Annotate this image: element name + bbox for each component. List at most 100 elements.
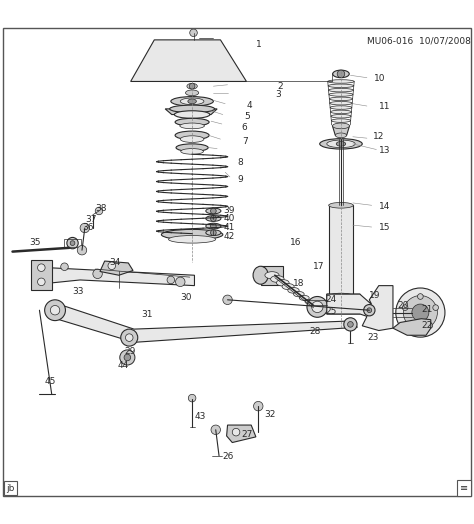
Ellipse shape [175,118,209,126]
Text: 2: 2 [277,82,283,91]
Text: 37: 37 [85,215,96,224]
Ellipse shape [170,105,215,113]
Text: 1: 1 [256,40,262,49]
Ellipse shape [271,276,284,282]
Text: 17: 17 [313,262,324,271]
Polygon shape [131,40,246,81]
Text: jb: jb [6,484,15,493]
Polygon shape [51,302,357,342]
Circle shape [37,264,45,271]
Text: 34: 34 [109,258,121,267]
Ellipse shape [299,296,309,300]
Text: 45: 45 [44,377,55,386]
Text: 4: 4 [246,101,252,110]
Text: 13: 13 [379,146,390,155]
Ellipse shape [282,283,294,290]
Ellipse shape [180,98,204,105]
Circle shape [408,323,414,329]
Polygon shape [100,261,133,275]
Text: 28: 28 [310,328,321,336]
Circle shape [412,304,429,321]
Text: 22: 22 [421,321,433,330]
Circle shape [167,276,174,283]
Polygon shape [327,294,367,314]
Circle shape [403,296,438,330]
Circle shape [346,299,355,309]
Ellipse shape [330,106,352,110]
Text: 39: 39 [224,205,235,214]
Circle shape [37,278,45,286]
Ellipse shape [288,288,299,293]
Text: 15: 15 [379,223,390,233]
Circle shape [121,329,138,346]
Ellipse shape [180,123,204,129]
Polygon shape [31,259,52,290]
Ellipse shape [335,133,346,138]
Ellipse shape [305,299,314,304]
Circle shape [210,223,216,229]
Circle shape [126,334,133,342]
Text: 24: 24 [325,296,336,304]
Circle shape [364,304,375,316]
Text: 8: 8 [237,158,243,167]
Circle shape [210,216,216,221]
Circle shape [418,293,423,299]
Text: 41: 41 [224,223,235,233]
Text: 10: 10 [374,74,385,83]
Circle shape [93,269,102,279]
Text: 42: 42 [224,233,235,242]
Ellipse shape [331,119,351,122]
Ellipse shape [168,235,216,243]
Ellipse shape [180,136,204,143]
Circle shape [188,395,196,402]
Circle shape [337,70,345,78]
Ellipse shape [332,123,349,129]
Text: 9: 9 [237,175,243,184]
Text: 35: 35 [29,238,41,247]
Circle shape [95,207,103,215]
Ellipse shape [328,84,354,88]
Circle shape [50,305,60,315]
Ellipse shape [185,90,199,96]
Ellipse shape [161,230,223,240]
Circle shape [70,241,75,245]
Text: 14: 14 [379,202,390,211]
Text: 3: 3 [275,90,281,99]
Circle shape [254,401,263,411]
Ellipse shape [206,230,221,235]
Text: 16: 16 [290,238,301,247]
Text: ≡: ≡ [459,483,468,493]
Circle shape [223,295,232,304]
Text: 7: 7 [242,137,247,146]
Bar [261,266,283,285]
Circle shape [344,318,357,331]
Text: 33: 33 [73,287,84,296]
Text: 21: 21 [421,305,433,314]
Ellipse shape [336,141,346,146]
Circle shape [427,323,433,329]
Polygon shape [165,109,217,115]
Text: 43: 43 [194,411,206,421]
Circle shape [61,263,68,270]
Ellipse shape [293,291,304,297]
Ellipse shape [328,89,354,92]
Text: 20: 20 [398,301,409,310]
Circle shape [210,230,216,235]
Ellipse shape [328,293,353,299]
Circle shape [232,428,240,436]
Ellipse shape [331,115,351,118]
Ellipse shape [329,93,353,96]
Ellipse shape [188,99,196,104]
Ellipse shape [328,202,353,208]
Circle shape [45,300,65,321]
Text: 11: 11 [379,102,390,111]
Ellipse shape [330,110,351,114]
Ellipse shape [181,149,203,154]
Text: 40: 40 [224,214,235,224]
Polygon shape [327,286,393,331]
Text: 12: 12 [373,132,384,141]
Circle shape [124,354,131,361]
Text: 44: 44 [118,361,129,369]
Circle shape [347,322,353,327]
Text: 31: 31 [142,310,153,320]
